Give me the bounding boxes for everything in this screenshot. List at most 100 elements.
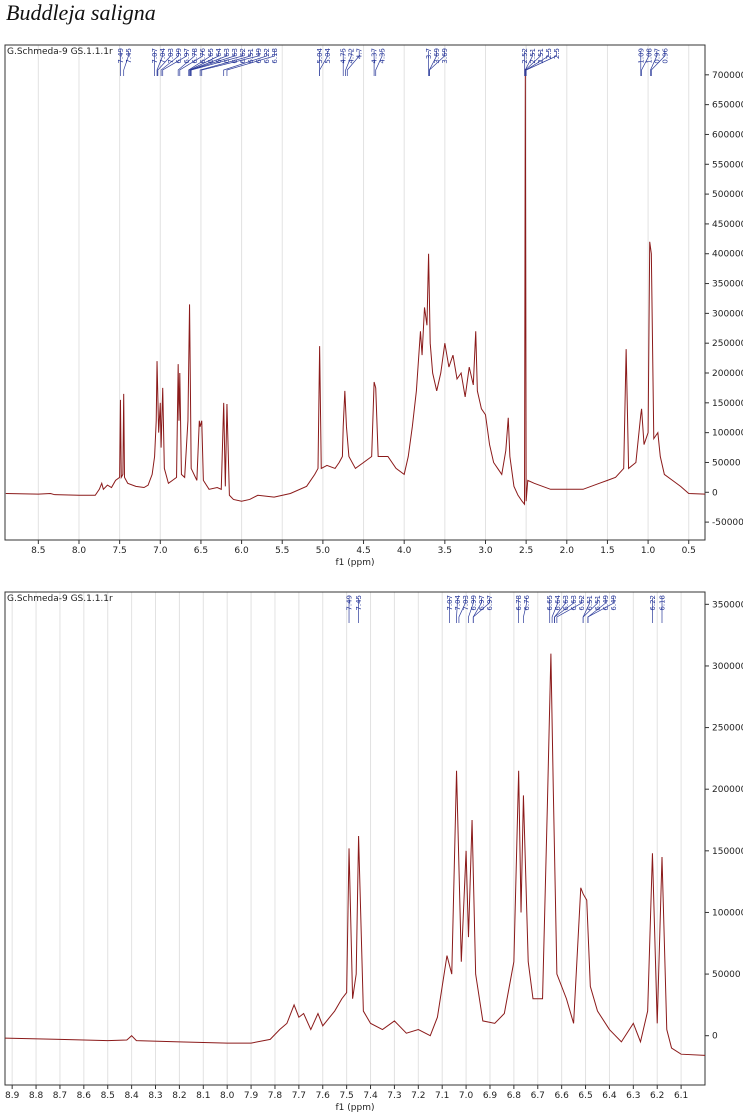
- peak-connector: [162, 51, 187, 76]
- peak-label: 6.49: [610, 595, 618, 611]
- x-tick-label: 8.5: [31, 546, 45, 556]
- y-tick-label: 500000: [712, 190, 743, 200]
- x-tick-label: 5.5: [275, 546, 289, 556]
- peak-label: 6.63: [570, 595, 578, 611]
- peak-label: 5.04: [316, 47, 324, 63]
- peak-label: 3.7: [425, 48, 433, 59]
- peak-label: 6.99: [470, 595, 478, 611]
- x-tick-label: 4.5: [356, 546, 370, 556]
- peak-label: 6.51: [594, 595, 602, 611]
- x-tick-label: 7.2: [411, 1091, 425, 1101]
- peak-label: 3.69: [441, 48, 449, 64]
- peak-connector: [556, 598, 583, 623]
- peak-connector: [189, 51, 219, 76]
- peak-label: 7.45: [355, 595, 363, 611]
- peak-connector: [123, 51, 129, 76]
- x-tick-label: 1.5: [600, 546, 614, 556]
- peak-connector: [468, 598, 474, 623]
- y-tick-label: 350000: [712, 280, 743, 290]
- peak-label: 7.07: [446, 595, 454, 611]
- y-tick-label: 0: [712, 1032, 718, 1042]
- peak-label: 6.97: [478, 595, 486, 611]
- spectrum-chart: 8.9 8.8 8.7 8.6 8.5 8.4 8.3 8.2 8.1 8.0 7.9 7.8 7.7 7…: [4, 591, 743, 1113]
- x-tick-label: 8.5: [101, 1091, 115, 1101]
- peak-label: 4.75: [340, 48, 348, 64]
- peak-label: 7.49: [117, 48, 125, 64]
- figure-title: Buddleja saligna: [6, 0, 156, 25]
- peak-connector: [554, 598, 575, 623]
- peak-label: 6.97: [183, 48, 191, 64]
- peak-connector: [582, 598, 599, 623]
- x-tick-label: 6.4: [602, 1091, 617, 1101]
- peak-label: 6.62: [239, 48, 247, 64]
- peak-label: 4.72: [348, 48, 356, 64]
- y-tick-label: 450000: [712, 220, 743, 230]
- peak-label: 6.64: [554, 594, 562, 610]
- peak-connector: [190, 51, 235, 76]
- peak-label: 6.65: [546, 595, 554, 611]
- peak-label: 6.99: [175, 48, 183, 64]
- x-tick-label: 7.5: [112, 546, 126, 556]
- peak-label: 2.5: [553, 48, 561, 59]
- peak-label: 6.63: [562, 595, 570, 611]
- peak-label: 6.49: [255, 48, 263, 64]
- peak-connector: [179, 51, 203, 76]
- x-tick-label: 6.7: [531, 1091, 545, 1101]
- peak-label: 1.08: [645, 48, 653, 64]
- peak-label: 6.18: [271, 48, 279, 64]
- x-tick-label: 8.4: [124, 1091, 139, 1101]
- peak-connector: [188, 51, 211, 76]
- peak-label: 2.51: [537, 48, 545, 64]
- peak-connector: [223, 51, 267, 76]
- x-tick-label: 7.8: [268, 1091, 283, 1101]
- peak-label: 4.37: [371, 48, 379, 64]
- y-tick-label: 550000: [712, 160, 743, 170]
- peak-connector: [319, 51, 328, 76]
- peak-label: 7.04: [454, 594, 462, 610]
- x-tick-label: 6.6: [554, 1091, 569, 1101]
- peak-label: 0.96: [661, 47, 669, 63]
- peak-label: 7.45: [125, 48, 133, 64]
- y-tick-label: 650000: [712, 101, 743, 111]
- x-tick-label: 7.9: [244, 1091, 259, 1101]
- peak-connector: [650, 51, 658, 76]
- spectrum-line: [5, 653, 705, 1056]
- peak-label: 6.64: [215, 47, 223, 63]
- x-tick-label: 3.0: [478, 546, 493, 556]
- x-tick-label: 2.0: [560, 546, 575, 556]
- peak-connector: [523, 598, 528, 623]
- y-tick-label: 200000: [712, 785, 743, 795]
- peak-connector: [472, 598, 490, 623]
- peak-label: 2.51: [529, 48, 537, 64]
- x-tick-label: 7.3: [387, 1091, 401, 1101]
- y-tick-label: 100000: [712, 429, 743, 439]
- peak-label: 7.07: [151, 48, 159, 64]
- peak-label: 5.04: [324, 47, 332, 63]
- peak-label: 7.03: [167, 48, 175, 64]
- y-tick-label: 100000: [712, 908, 743, 918]
- peak-connector: [346, 51, 360, 76]
- peak-label: 6.97: [486, 595, 494, 611]
- plot-frame: [4, 591, 706, 1086]
- peak-label: 6.18: [658, 595, 666, 611]
- peak-label: 3.69: [433, 48, 441, 64]
- x-tick-label: 1.0: [641, 546, 656, 556]
- y-tick-label: 150000: [712, 847, 743, 857]
- peak-label: 6.51: [247, 48, 255, 64]
- peak-label: 7.03: [462, 595, 470, 611]
- x-tick-label: 7.1: [435, 1091, 449, 1101]
- x-tick-label: 8.2: [172, 1091, 186, 1101]
- x-tick-label: 8.0: [220, 1091, 235, 1101]
- peak-label: 6.22: [649, 595, 657, 611]
- x-tick-label: 8.7: [53, 1091, 67, 1101]
- y-tick-label: -50000: [712, 518, 743, 528]
- peak-label: 0.97: [653, 48, 661, 64]
- peak-connector: [375, 51, 383, 76]
- peak-label: 6.63: [231, 48, 239, 64]
- x-tick-label: 7.4: [363, 1091, 378, 1101]
- x-tick-label: 6.5: [194, 546, 208, 556]
- y-tick-label: 50000: [712, 458, 741, 468]
- x-tick-label: 8.3: [148, 1091, 162, 1101]
- peak-label: 4.35: [379, 48, 387, 64]
- peak-label: 6.78: [515, 595, 523, 611]
